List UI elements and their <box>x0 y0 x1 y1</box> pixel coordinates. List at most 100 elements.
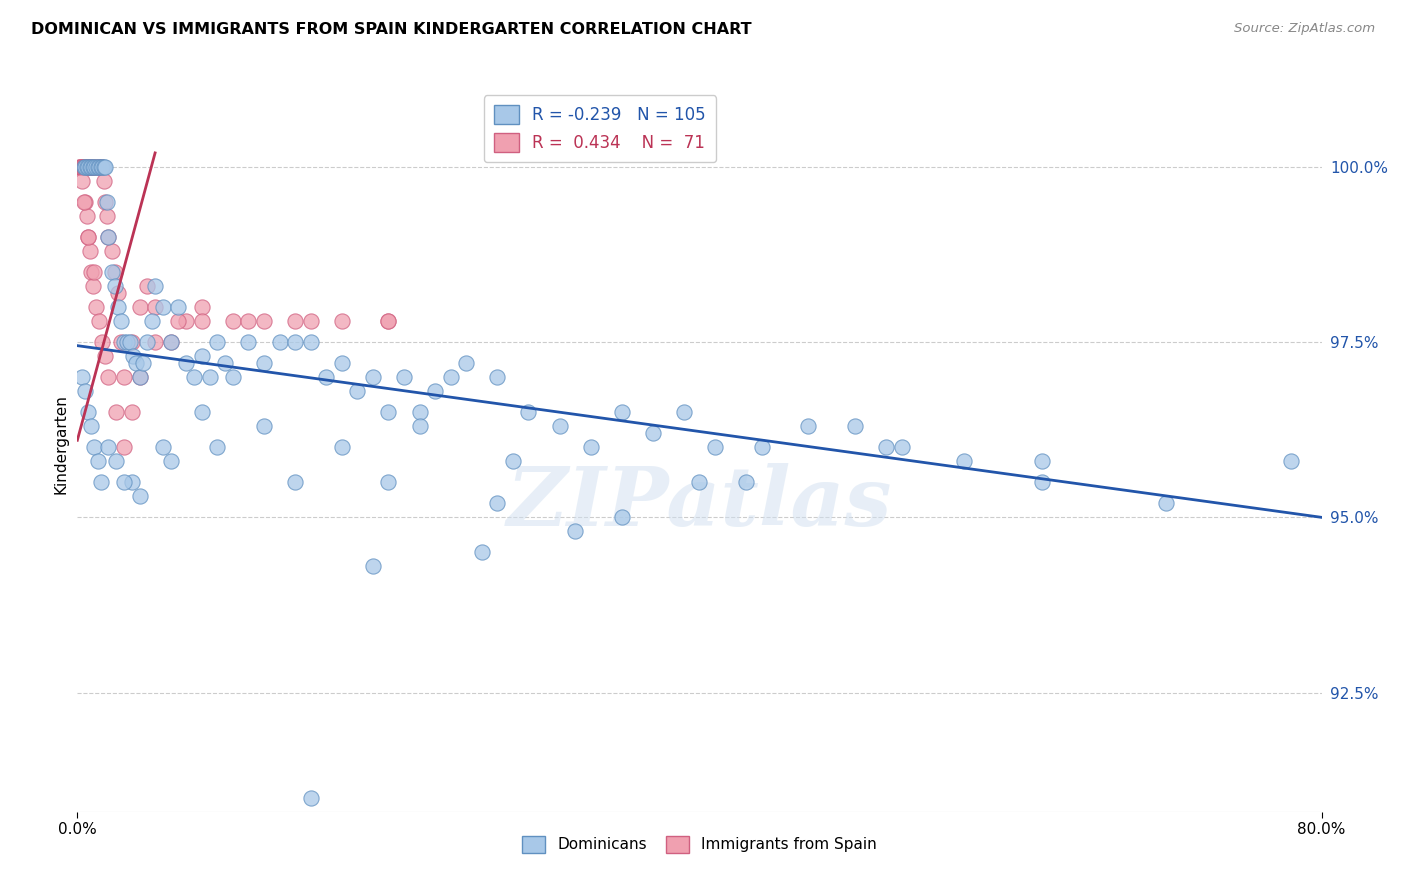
Point <box>174 314 197 328</box>
Point <box>97 440 120 454</box>
Point <box>143 335 166 350</box>
Point <box>610 405 633 419</box>
Point <box>159 335 181 350</box>
Point <box>136 279 159 293</box>
Point <box>72 160 94 174</box>
Point <box>284 475 307 490</box>
Point <box>112 370 135 384</box>
Point <box>548 419 571 434</box>
Point <box>90 160 112 174</box>
Point <box>94 194 117 209</box>
Point <box>610 510 633 524</box>
Point <box>72 160 94 174</box>
Point <box>136 335 159 350</box>
Point <box>84 300 107 314</box>
Point <box>183 370 205 384</box>
Point <box>80 160 103 174</box>
Point <box>75 160 97 174</box>
Point <box>689 475 711 490</box>
Point <box>377 314 399 328</box>
Point <box>253 314 276 328</box>
Point <box>222 314 245 328</box>
Point <box>77 160 100 174</box>
Point <box>143 279 166 293</box>
Point <box>120 335 142 350</box>
Point <box>174 356 197 370</box>
Point <box>121 335 143 350</box>
Point <box>75 160 97 174</box>
Point <box>439 370 461 384</box>
Point <box>152 440 174 454</box>
Text: DOMINICAN VS IMMIGRANTS FROM SPAIN KINDERGARTEN CORRELATION CHART: DOMINICAN VS IMMIGRANTS FROM SPAIN KINDE… <box>31 22 752 37</box>
Point <box>93 160 115 174</box>
Point <box>408 405 430 419</box>
Point <box>269 335 291 350</box>
Point <box>104 279 127 293</box>
Point <box>564 524 586 539</box>
Point <box>844 419 866 434</box>
Point <box>1031 475 1053 490</box>
Point <box>253 419 276 434</box>
Point <box>207 335 229 350</box>
Point <box>159 454 181 468</box>
Point <box>84 160 107 174</box>
Point <box>91 160 114 174</box>
Point <box>377 314 399 328</box>
Point <box>94 160 117 174</box>
Point <box>112 335 135 350</box>
Point <box>110 314 132 328</box>
Point <box>97 370 120 384</box>
Point <box>93 174 115 188</box>
Point <box>222 370 245 384</box>
Point <box>392 370 415 384</box>
Point <box>87 160 110 174</box>
Point <box>1154 496 1177 510</box>
Point <box>70 370 93 384</box>
Point <box>79 160 101 174</box>
Point <box>751 440 773 454</box>
Point <box>128 370 150 384</box>
Point <box>408 419 430 434</box>
Point <box>377 405 399 419</box>
Point <box>502 454 524 468</box>
Point <box>486 370 509 384</box>
Point <box>152 300 174 314</box>
Point <box>80 265 103 279</box>
Point <box>486 496 509 510</box>
Point <box>70 160 93 174</box>
Point <box>100 265 122 279</box>
Point <box>100 244 122 258</box>
Point <box>79 244 101 258</box>
Point <box>86 160 108 174</box>
Point <box>191 349 214 363</box>
Point <box>69 160 91 174</box>
Point <box>77 230 100 244</box>
Point <box>299 790 322 805</box>
Point <box>75 384 97 399</box>
Point <box>112 475 135 490</box>
Point <box>97 230 120 244</box>
Point <box>1279 454 1302 468</box>
Point <box>125 356 148 370</box>
Point <box>79 160 101 174</box>
Point <box>121 475 143 490</box>
Point <box>330 356 353 370</box>
Point <box>80 160 103 174</box>
Point <box>641 426 664 441</box>
Point <box>105 405 128 419</box>
Point <box>735 475 758 490</box>
Point <box>82 279 104 293</box>
Point <box>90 160 112 174</box>
Point <box>72 194 94 209</box>
Point <box>76 209 98 223</box>
Point <box>76 160 98 174</box>
Point <box>83 440 105 454</box>
Point <box>80 419 103 434</box>
Point <box>704 440 727 454</box>
Point <box>70 160 93 174</box>
Point <box>97 230 120 244</box>
Point <box>128 370 150 384</box>
Point <box>238 314 260 328</box>
Point <box>128 489 150 503</box>
Point <box>110 335 132 350</box>
